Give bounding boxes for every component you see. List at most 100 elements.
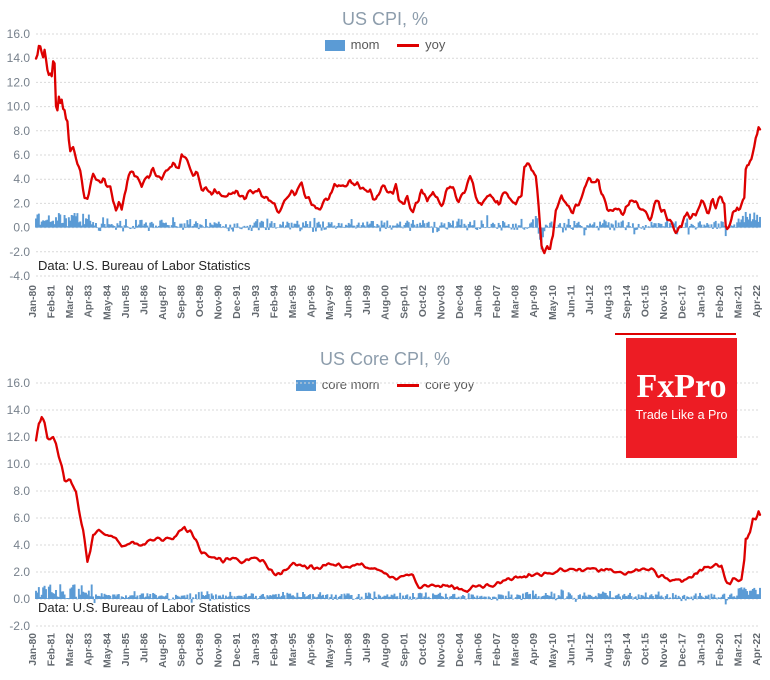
svg-text:Jan-93: Jan-93 [251,633,262,666]
svg-text:-2.0: -2.0 [9,619,30,633]
svg-text:Oct-89: Oct-89 [195,285,206,317]
svg-text:Mar-21: Mar-21 [733,285,744,318]
svg-text:Nov-16: Nov-16 [659,633,670,668]
svg-text:Jul-99: Jul-99 [362,633,373,663]
svg-text:May-97: May-97 [325,285,336,320]
svg-text:6.0: 6.0 [13,511,30,525]
svg-text:Jun-98: Jun-98 [344,633,355,666]
svg-text:May-84: May-84 [102,633,113,668]
svg-text:Jun-85: Jun-85 [121,633,132,666]
svg-text:May-84: May-84 [102,285,113,320]
svg-text:Dec-04: Dec-04 [455,633,466,667]
svg-text:Nov-90: Nov-90 [214,633,225,668]
svg-text:16.0: 16.0 [7,376,31,390]
svg-text:Apr-96: Apr-96 [306,633,317,666]
svg-text:Jul-99: Jul-99 [362,285,373,315]
svg-text:Apr-83: Apr-83 [84,285,95,318]
svg-text:Aug-00: Aug-00 [381,633,392,668]
svg-text:Feb-20: Feb-20 [715,285,726,318]
svg-text:-4.0: -4.0 [9,269,30,283]
svg-text:Nov-03: Nov-03 [436,285,447,320]
svg-text:Dec-91: Dec-91 [232,633,243,667]
svg-text:4.0: 4.0 [13,538,30,552]
svg-text:Nov-90: Nov-90 [214,285,225,320]
svg-text:Jan-19: Jan-19 [696,633,707,666]
svg-text:6.0: 6.0 [13,148,30,162]
svg-text:Jan-06: Jan-06 [474,633,485,666]
svg-text:Feb-07: Feb-07 [492,285,503,318]
svg-text:Mar-82: Mar-82 [65,285,76,318]
svg-text:12.0: 12.0 [7,75,31,89]
svg-text:Mar-95: Mar-95 [288,633,299,666]
svg-text:Apr-22: Apr-22 [752,285,763,318]
svg-text:Jan-93: Jan-93 [251,285,262,318]
svg-text:May-97: May-97 [325,633,336,668]
svg-text:Apr-96: Apr-96 [306,285,317,318]
svg-text:Apr-22: Apr-22 [752,633,763,666]
svg-text:8.0: 8.0 [13,124,30,138]
svg-text:Jul-86: Jul-86 [139,285,150,315]
svg-text:Sep-14: Sep-14 [622,633,633,667]
svg-text:Mar-21: Mar-21 [733,633,744,666]
svg-text:Apr-09: Apr-09 [529,633,540,666]
svg-text:Mar-08: Mar-08 [511,285,522,318]
svg-text:Jan-19: Jan-19 [696,285,707,318]
svg-text:Jul-12: Jul-12 [585,285,596,315]
svg-text:Sep-88: Sep-88 [177,633,188,667]
svg-text:Apr-83: Apr-83 [84,633,95,666]
svg-text:Jun-98: Jun-98 [344,285,355,318]
svg-text:Jun-85: Jun-85 [121,285,132,318]
svg-text:2.0: 2.0 [13,196,30,210]
svg-text:Feb-81: Feb-81 [47,285,58,318]
svg-text:Aug-87: Aug-87 [158,285,169,320]
svg-text:10.0: 10.0 [7,100,31,114]
svg-text:Mar-08: Mar-08 [511,633,522,666]
svg-text:10.0: 10.0 [7,457,31,471]
svg-text:2.0: 2.0 [13,565,30,579]
svg-text:Jan-80: Jan-80 [28,633,39,666]
svg-text:16.0: 16.0 [7,27,31,41]
svg-text:Oct-02: Oct-02 [418,633,429,665]
svg-text:-2.0: -2.0 [9,245,30,259]
svg-text:Feb-94: Feb-94 [269,285,280,318]
svg-text:Aug-00: Aug-00 [381,285,392,320]
svg-text:Oct-02: Oct-02 [418,285,429,317]
svg-text:0.0: 0.0 [13,221,30,235]
svg-text:Dec-17: Dec-17 [678,633,689,667]
svg-text:Sep-14: Sep-14 [622,285,633,319]
svg-text:Feb-07: Feb-07 [492,633,503,666]
svg-text:Aug-87: Aug-87 [158,633,169,668]
svg-text:Nov-03: Nov-03 [436,633,447,668]
svg-text:Feb-94: Feb-94 [269,633,280,666]
svg-text:Jun-11: Jun-11 [566,285,577,318]
svg-text:May-10: May-10 [548,633,559,668]
svg-text:Mar-95: Mar-95 [288,285,299,318]
svg-text:Jun-11: Jun-11 [566,633,577,666]
svg-text:14.0: 14.0 [7,51,31,65]
svg-text:8.0: 8.0 [13,484,30,498]
svg-text:Jul-12: Jul-12 [585,633,596,663]
svg-text:Nov-16: Nov-16 [659,285,670,320]
svg-text:May-10: May-10 [548,285,559,320]
svg-text:Dec-91: Dec-91 [232,285,243,319]
svg-text:12.0: 12.0 [7,430,31,444]
svg-text:Oct-15: Oct-15 [641,633,652,665]
svg-text:Jan-06: Jan-06 [474,285,485,318]
svg-text:Sep-01: Sep-01 [399,285,410,319]
svg-text:Jul-86: Jul-86 [139,633,150,663]
svg-text:Apr-09: Apr-09 [529,285,540,318]
svg-text:0.0: 0.0 [13,592,30,606]
svg-text:Feb-20: Feb-20 [715,633,726,666]
svg-text:Sep-88: Sep-88 [177,285,188,319]
svg-text:Sep-01: Sep-01 [399,633,410,667]
svg-text:Aug-13: Aug-13 [603,633,614,668]
svg-text:Dec-17: Dec-17 [678,285,689,319]
svg-text:Jan-80: Jan-80 [28,285,39,318]
svg-text:Dec-04: Dec-04 [455,285,466,319]
svg-text:Aug-13: Aug-13 [603,285,614,320]
svg-text:Feb-81: Feb-81 [47,633,58,666]
svg-text:Mar-82: Mar-82 [65,633,76,666]
svg-text:Oct-15: Oct-15 [641,285,652,317]
svg-text:4.0: 4.0 [13,172,30,186]
svg-text:14.0: 14.0 [7,403,31,417]
